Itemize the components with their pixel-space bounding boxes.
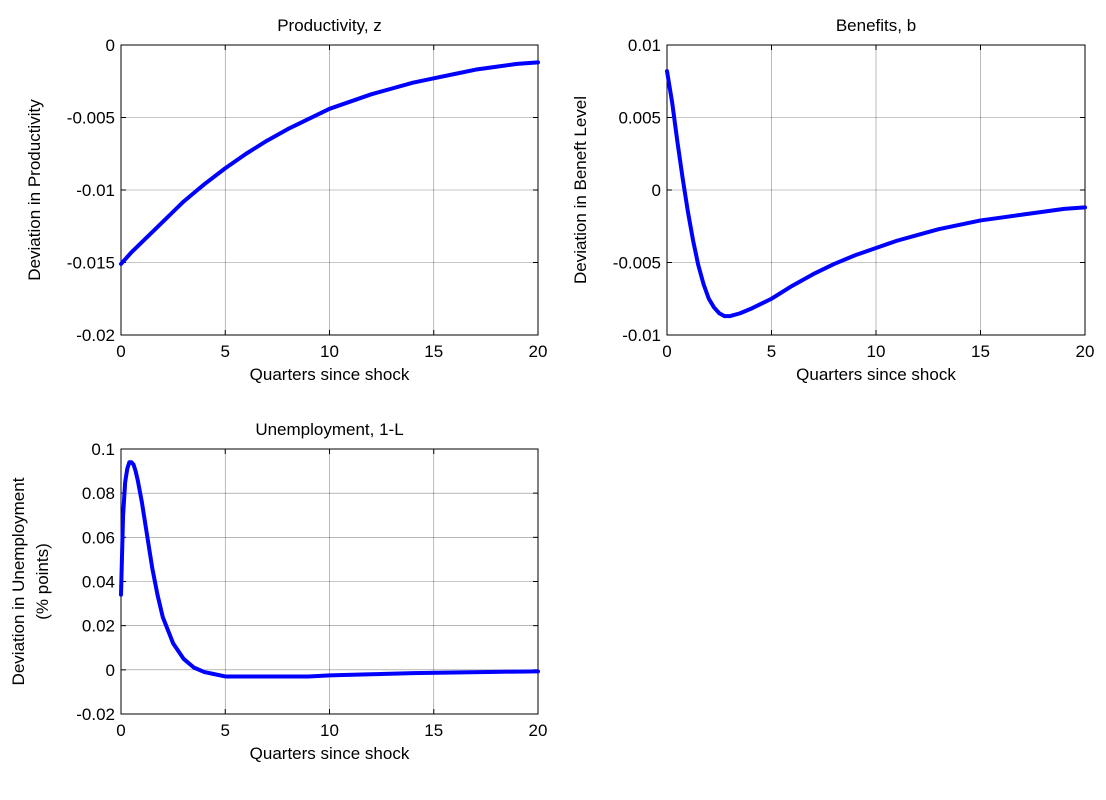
y-axis-label: Deviation in Beneft Level xyxy=(571,96,590,284)
y-tick-label: -0.005 xyxy=(67,109,115,128)
y-axis-label: (% points) xyxy=(33,543,52,620)
x-tick-label: 5 xyxy=(221,721,230,740)
series-line-1 xyxy=(665,69,1087,319)
chart-title: Productivity, z xyxy=(277,16,382,35)
y-tick-label: 0.01 xyxy=(628,36,661,55)
y-tick-label: -0.02 xyxy=(76,705,115,724)
x-axis-label: Quarters since shock xyxy=(796,365,956,384)
x-tick-label: 5 xyxy=(221,342,230,361)
x-tick-label: 20 xyxy=(1076,342,1095,361)
x-tick-label: 20 xyxy=(529,342,548,361)
chart-panel-2: 0 5 10 15 20 -0.01 -0.005 0 0.005 0.01 Benefits, b… xyxy=(571,16,1094,384)
y-tick-label: -0.005 xyxy=(613,254,661,273)
chart-title: Unemployment, 1-L xyxy=(255,420,403,439)
chart-panel-1: 0 5 10 15 20 -0.02 -0.015 -0.01 -0.005 0 Productiv… xyxy=(25,16,547,384)
series-line-1 xyxy=(119,60,540,266)
x-tick-label: 15 xyxy=(971,342,990,361)
y-tick-label: -0.01 xyxy=(622,326,661,345)
y-tick-label: -0.01 xyxy=(76,181,115,200)
x-tick-label: 0 xyxy=(662,342,671,361)
y-tick-label: 0 xyxy=(106,36,115,55)
x-tick-label: 0 xyxy=(116,721,125,740)
y-axis-label: Deviation in Productivity xyxy=(25,99,44,281)
x-tick-label: 15 xyxy=(424,721,443,740)
y-tick-label: -0.015 xyxy=(67,254,115,273)
y-tick-label: -0.02 xyxy=(76,326,115,345)
chart-title: Benefits, b xyxy=(836,16,916,35)
x-tick-label: 10 xyxy=(320,342,339,361)
x-tick-label: 10 xyxy=(320,721,339,740)
x-axis-label: Quarters since shock xyxy=(250,365,410,384)
x-tick-label: 10 xyxy=(867,342,886,361)
chart-panel-3: 0 5 10 15 20-0.0200.020.040.060.080.1Unemplo… xyxy=(9,420,547,763)
x-tick-label: 5 xyxy=(767,342,776,361)
x-axis-label: Quarters since shock xyxy=(250,744,410,763)
plot-area xyxy=(666,44,1086,336)
y-tick-label: 0 xyxy=(652,181,661,200)
y-tick-label: 0.005 xyxy=(618,109,661,128)
y-tick-label: 0.1 xyxy=(91,440,115,459)
x-tick-label: 20 xyxy=(529,721,548,740)
y-tick-label: 0 xyxy=(106,661,115,680)
series-line-1 xyxy=(119,460,540,679)
plot-area xyxy=(120,448,539,715)
x-tick-label: 0 xyxy=(116,342,125,361)
y-tick-label: 0.02 xyxy=(82,617,115,636)
y-tick-label: 0.08 xyxy=(82,484,115,503)
plot-area xyxy=(120,44,539,336)
y-tick-label: 0.04 xyxy=(82,573,115,592)
y-axis-label: Deviation in Unemployment xyxy=(9,477,28,685)
x-tick-label: 15 xyxy=(424,342,443,361)
y-tick-label: 0.06 xyxy=(82,528,115,547)
